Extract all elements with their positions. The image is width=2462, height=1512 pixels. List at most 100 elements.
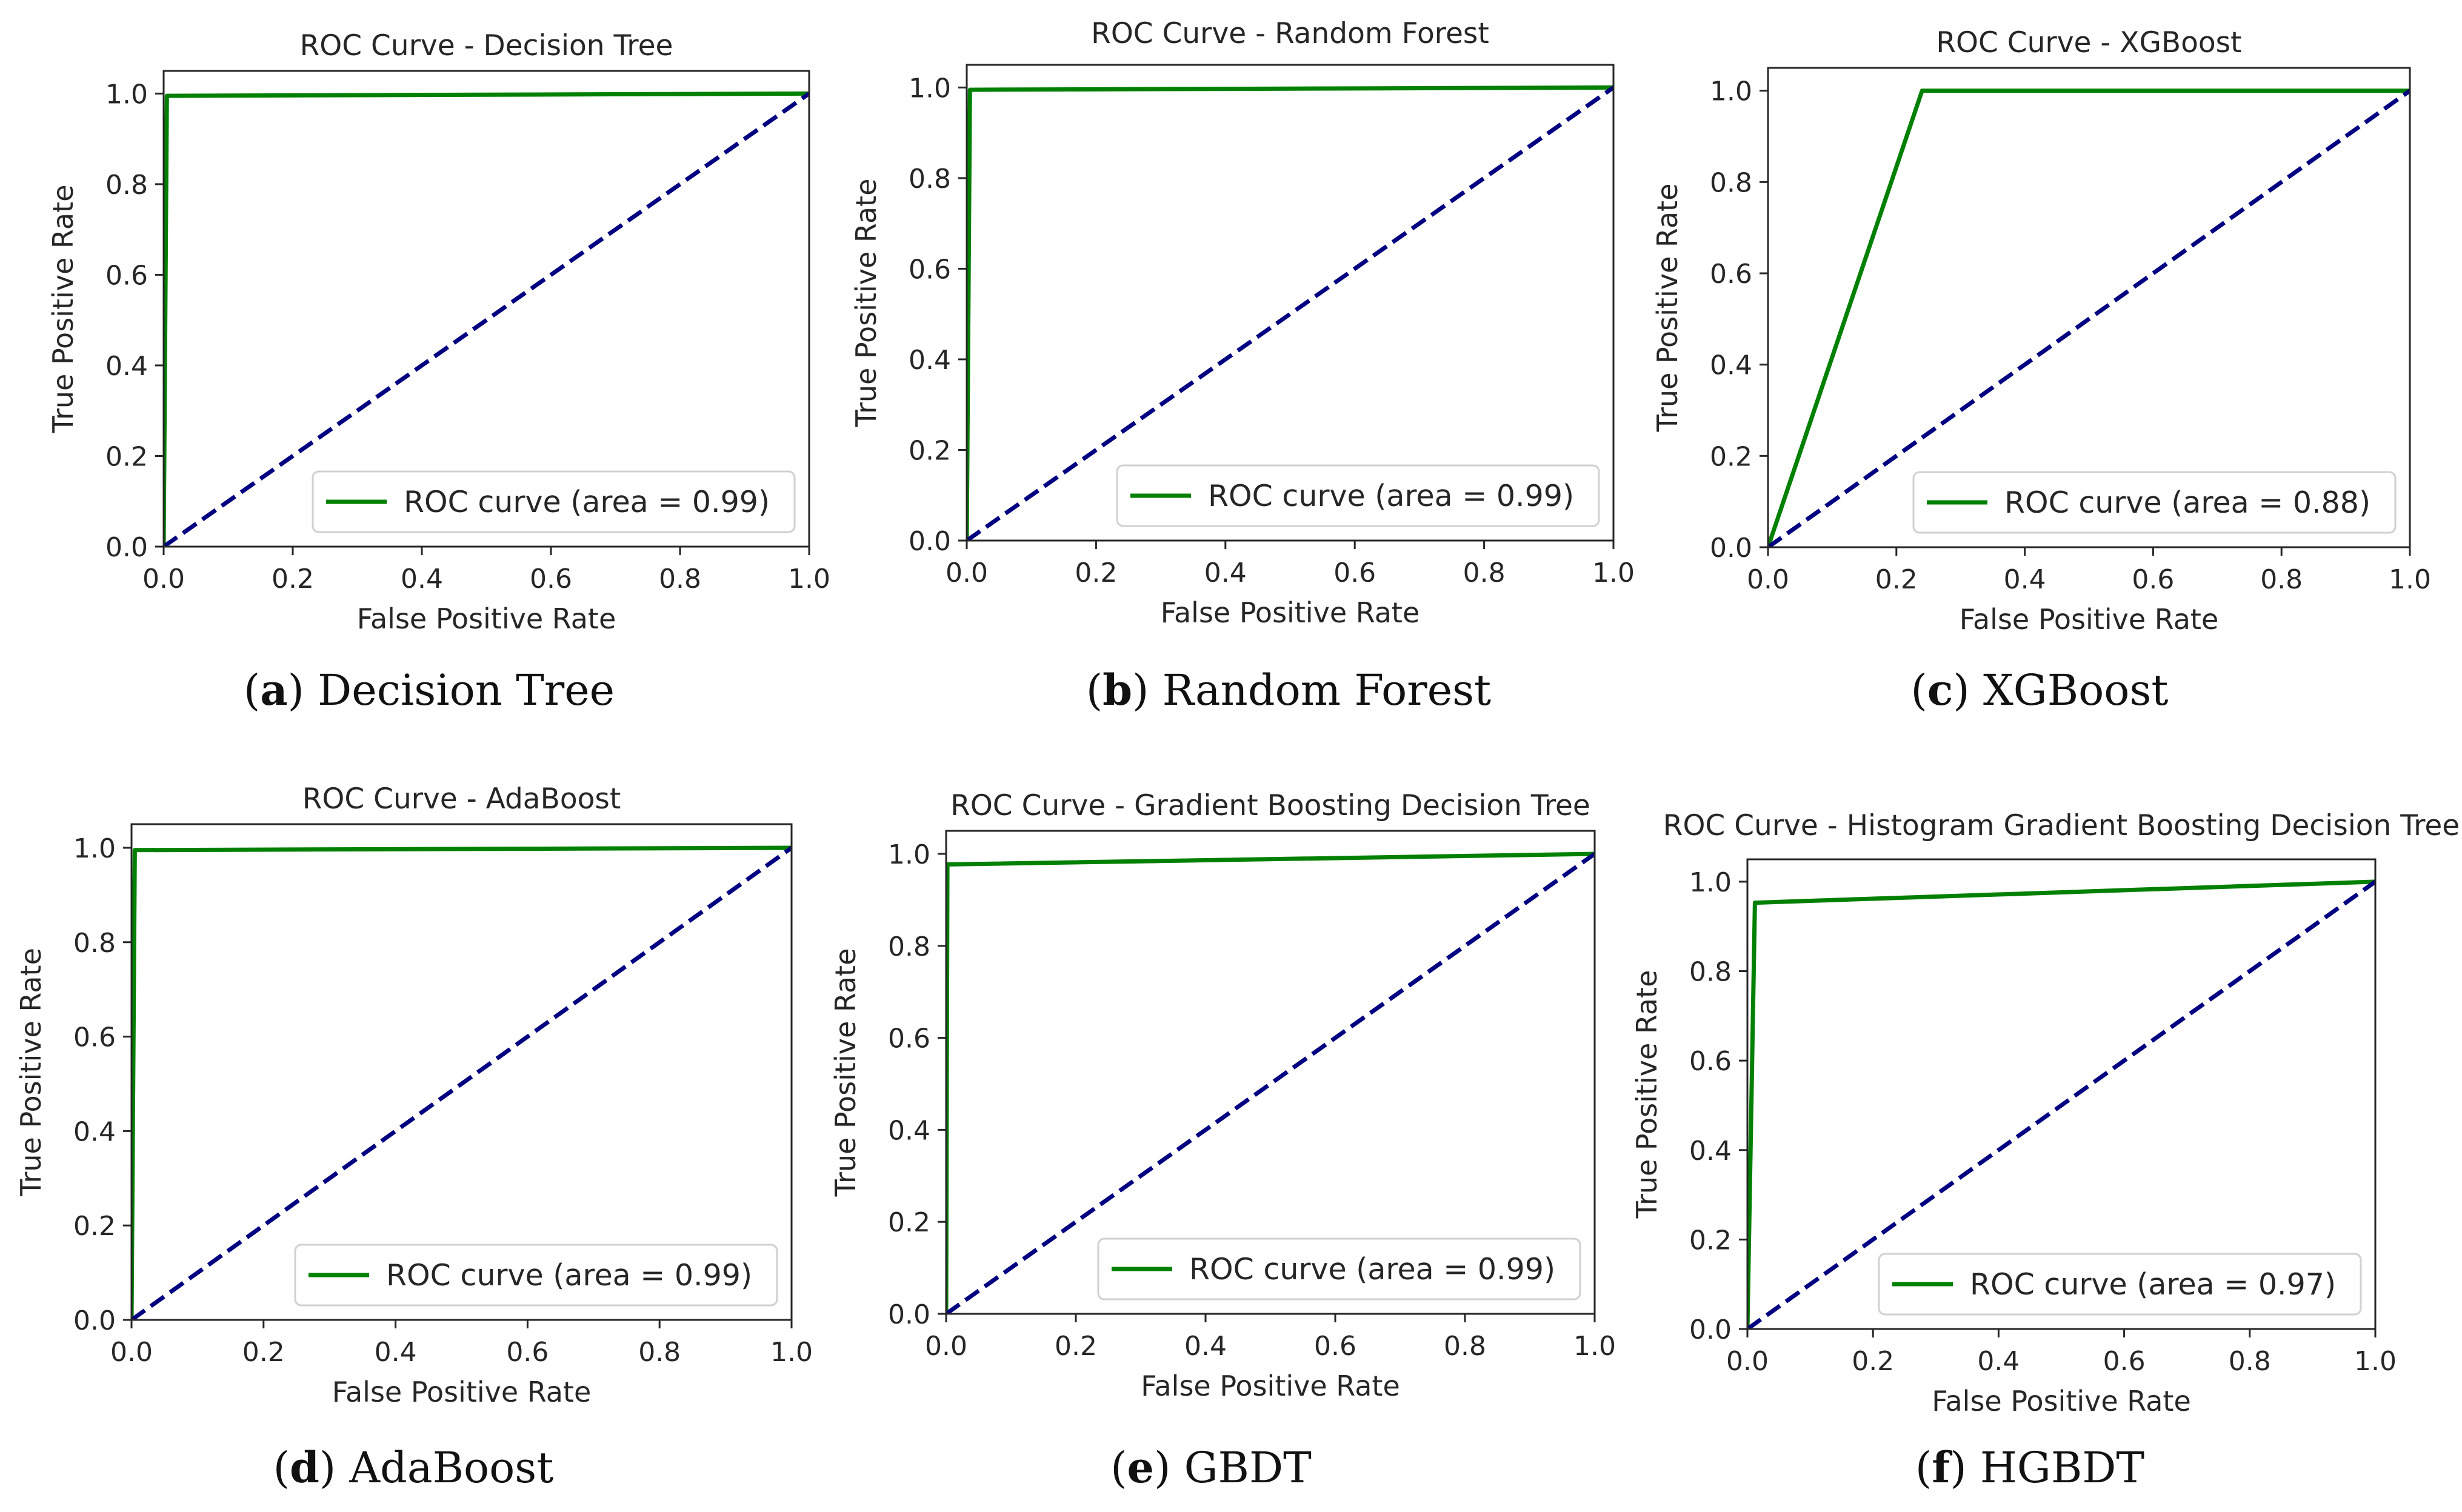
roc-curve-line <box>132 845 792 1320</box>
legend-label: ROC curve (area = 0.88) <box>2004 485 2370 520</box>
x-tick-label: 0.2 <box>1875 564 1918 595</box>
caption-text: Random Forest <box>1163 665 1492 715</box>
roc-curve-line <box>1747 879 2375 1329</box>
x-axis-label: False Positive Rate <box>332 1376 592 1408</box>
plot-lines <box>1768 88 2410 547</box>
chart-title: ROC Curve - AdaBoost <box>302 782 621 816</box>
y-tick-label: 0.8 <box>909 164 951 195</box>
chance-diagonal-line <box>967 85 1613 541</box>
y-axis-label: True Positive Rate <box>15 948 47 1197</box>
axes-frame <box>966 64 1615 542</box>
x-tick-label: 0.6 <box>1314 1331 1356 1362</box>
legend-label: ROC curve (area = 0.99) <box>404 485 770 519</box>
x-tick-label: 0.8 <box>2229 1346 2271 1377</box>
legend-label: ROC curve (area = 0.99) <box>386 1258 752 1293</box>
chart-title: ROC Curve - Decision Tree <box>300 29 673 62</box>
y-tick-label: 1.0 <box>1689 867 1732 898</box>
panel-caption: (f) HGBDT <box>1915 1442 2144 1493</box>
x-tick-label: 0.8 <box>1444 1331 1486 1362</box>
caption-tag: d <box>290 1442 319 1493</box>
x-tick-label: 0.8 <box>659 564 701 594</box>
plot-lines <box>967 85 1613 541</box>
panel-caption: (c) XGBoost <box>1910 665 2168 715</box>
panel-caption: (d) AdaBoost <box>273 1442 554 1493</box>
x-tick-label: 0.6 <box>1333 558 1376 588</box>
chart-panel-c: ROC Curve - XGBoost 0.0 0.2 0.4 0.6 0.8 1.0 0.0… <box>1651 26 2431 715</box>
x-tick-label: 1.0 <box>2389 564 2431 595</box>
chance-diagonal-line <box>132 846 792 1320</box>
y-tick-label: 1.0 <box>105 79 148 110</box>
legend: ROC curve (area = 0.88) <box>1912 471 2397 534</box>
y-axis-label: True Positive Rate <box>1630 970 1663 1219</box>
panel-caption: (a) Decision Tree <box>244 665 615 715</box>
panel-caption: (b) Random Forest <box>1086 665 1491 715</box>
legend-box <box>312 470 796 533</box>
x-tick-label: 0.2 <box>242 1337 285 1368</box>
y-axis-label: True Positive Rate <box>47 185 79 434</box>
x-tick-label: 0.4 <box>1204 558 1247 588</box>
caption-text: Decision Tree <box>318 665 615 715</box>
legend-box <box>294 1244 778 1307</box>
chance-diagonal-line <box>1768 88 2410 547</box>
y-tick-label: 0.4 <box>1710 350 1752 381</box>
x-axis-label: False Positive Rate <box>357 602 616 635</box>
x-tick-label: 0.4 <box>1977 1346 2020 1377</box>
y-tick-label: 0.4 <box>1689 1136 1732 1167</box>
legend-label: ROC curve (area = 0.99) <box>1189 1252 1555 1287</box>
caption-tag: f <box>1932 1442 1952 1493</box>
legend-box <box>1116 464 1600 527</box>
x-tick-label: 1.0 <box>788 564 830 594</box>
y-tick-label: 1.0 <box>888 839 930 870</box>
legend: ROC curve (area = 0.99) <box>312 470 796 533</box>
axes-frame <box>130 823 793 1321</box>
y-tick-label: 0.8 <box>888 931 930 962</box>
y-tick-label: 0.6 <box>1689 1046 1732 1077</box>
y-tick-label: 0.4 <box>909 345 951 376</box>
x-tick-label: 1.0 <box>2354 1346 2397 1377</box>
x-tick-label: 0.4 <box>375 1337 417 1368</box>
legend-label: ROC curve (area = 0.99) <box>1208 479 1574 513</box>
chance-diagonal-line <box>1747 880 2375 1329</box>
y-tick-label: 0.8 <box>105 170 148 201</box>
y-tick-label: 0.6 <box>909 254 951 285</box>
y-tick-label: 0.6 <box>73 1022 116 1053</box>
axes-frame <box>1746 858 2377 1330</box>
x-tick-label: 0.8 <box>638 1337 681 1368</box>
legend: ROC curve (area = 0.99) <box>294 1244 778 1307</box>
y-tick-label: 0.6 <box>888 1024 930 1054</box>
axes-frame <box>1767 67 2411 548</box>
caption-text: AdaBoost <box>349 1443 553 1493</box>
y-axis-label: True Positive Rate <box>1651 184 1684 433</box>
y-tick-label: 0.4 <box>73 1116 116 1147</box>
roc-curve-line <box>164 91 809 547</box>
x-tick-label: 0.0 <box>142 564 185 594</box>
x-tick-label: 1.0 <box>1592 558 1635 588</box>
y-tick-label: 0.2 <box>1710 441 1752 472</box>
x-tick-label: 0.6 <box>2132 564 2174 595</box>
roc-curve-line <box>967 85 1613 541</box>
x-axis-label: False Positive Rate <box>1141 1370 1400 1402</box>
x-axis-label: False Positive Rate <box>1161 596 1420 629</box>
y-tick-label: 0.0 <box>888 1299 930 1330</box>
x-tick-label: 0.6 <box>530 564 572 594</box>
x-tick-label: 0.2 <box>1852 1346 1894 1377</box>
y-tick-label: 0.2 <box>105 441 148 472</box>
x-tick-label: 0.8 <box>2260 564 2303 595</box>
y-tick-label: 0.0 <box>105 532 148 563</box>
y-tick-label: 0.2 <box>888 1207 930 1238</box>
y-tick-label: 1.0 <box>1710 76 1752 107</box>
x-tick-label: 0.2 <box>1075 558 1117 588</box>
x-tick-label: 0.0 <box>925 1331 967 1362</box>
y-tick-label: 0.2 <box>909 435 951 466</box>
legend-box <box>1097 1237 1581 1301</box>
y-tick-label: 0.0 <box>909 526 951 557</box>
y-tick-label: 0.8 <box>1710 167 1752 198</box>
x-tick-label: 0.6 <box>2103 1346 2146 1377</box>
caption-text: HGBDT <box>1980 1443 2144 1493</box>
x-tick-label: 0.0 <box>110 1337 153 1368</box>
plot-lines <box>1747 879 2375 1329</box>
plot-lines <box>132 845 792 1320</box>
caption-tag: b <box>1103 665 1132 715</box>
chart-title: ROC Curve - Histogram Gradient Boosting … <box>1663 809 2460 842</box>
y-tick-label: 0.4 <box>105 351 148 382</box>
